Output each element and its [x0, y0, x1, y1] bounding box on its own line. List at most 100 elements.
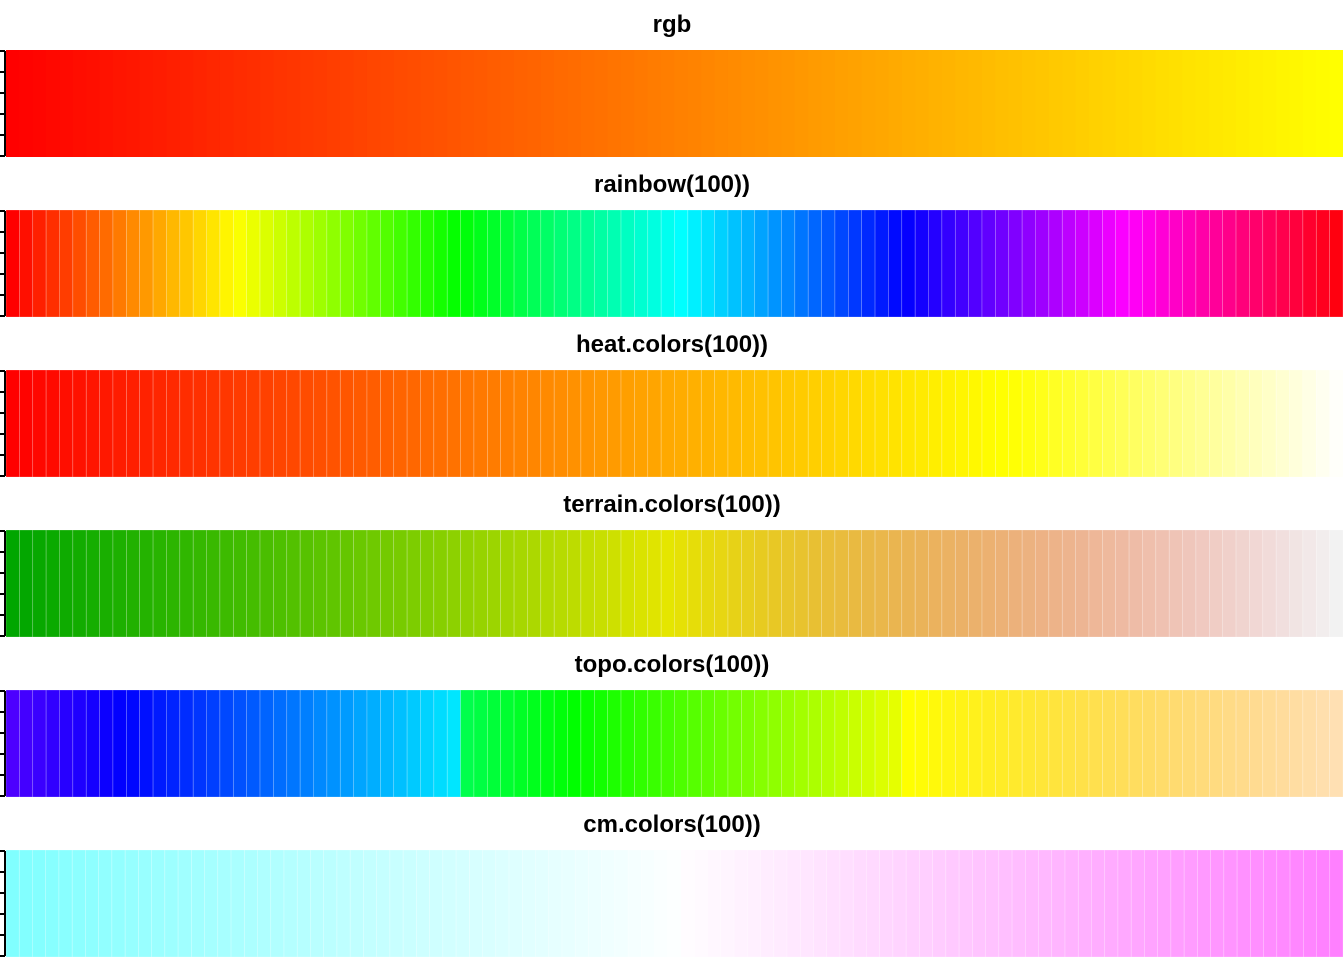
- color-cell: [888, 370, 903, 477]
- color-cell: [32, 850, 47, 957]
- color-cell: [781, 50, 796, 157]
- color-cell: [219, 690, 234, 797]
- color-cell: [19, 210, 34, 317]
- color-cell: [270, 850, 285, 957]
- color-cell: [286, 530, 301, 637]
- color-cell: [807, 690, 822, 797]
- color-cell: [807, 370, 822, 477]
- color-cell: [1250, 850, 1264, 957]
- color-cell: [1048, 530, 1063, 637]
- color-cell: [192, 210, 207, 317]
- color-cell: [6, 210, 20, 317]
- color-cell: [217, 850, 232, 957]
- color-cell: [179, 50, 194, 157]
- color-cell: [892, 850, 907, 957]
- color-cell: [126, 210, 141, 317]
- color-cell: [968, 530, 983, 637]
- color-cell: [393, 530, 408, 637]
- color-cell: [514, 50, 529, 157]
- color-cell: [99, 690, 114, 797]
- color-cell: [487, 210, 501, 317]
- color-cell: [1168, 690, 1183, 797]
- color-cell: [874, 370, 889, 477]
- color-cell: [914, 210, 929, 317]
- color-cell: [634, 50, 649, 157]
- color-cell: [1048, 370, 1063, 477]
- color-cell: [621, 50, 635, 157]
- color-cell: [32, 50, 47, 157]
- color-cell: [500, 370, 515, 477]
- color-cell: [112, 210, 127, 317]
- color-cell: [349, 850, 364, 957]
- color-cell: [1008, 50, 1023, 157]
- color-cell: [707, 850, 722, 957]
- color-cell: [366, 530, 381, 637]
- color-strip: [6, 210, 1343, 317]
- color-cell: [714, 370, 729, 477]
- color-cell: [433, 530, 448, 637]
- color-cell: [1021, 210, 1036, 317]
- color-cell: [954, 210, 969, 317]
- panel-rainbow: rainbow(100)): [0, 160, 1344, 320]
- color-cell: [326, 50, 341, 157]
- color-cell: [928, 530, 943, 637]
- color-cell: [879, 850, 894, 957]
- color-cell: [781, 530, 796, 637]
- color-cell: [1209, 530, 1223, 637]
- color-cell: [527, 690, 542, 797]
- color-cell: [353, 690, 368, 797]
- color-cell: [875, 50, 890, 157]
- color-cell: [166, 50, 181, 157]
- color-cell: [126, 370, 141, 477]
- color-cell: [243, 850, 258, 957]
- panel-title: rgb: [652, 11, 692, 38]
- color-cell: [460, 370, 475, 477]
- color-cell: [553, 530, 568, 637]
- color-cell: [366, 690, 381, 797]
- color-cell: [1329, 50, 1343, 157]
- color-cell: [1008, 370, 1023, 477]
- color-cell: [1075, 690, 1090, 797]
- color-cell: [580, 210, 595, 317]
- color-cell: [353, 370, 368, 477]
- color-cell: [232, 370, 247, 477]
- color-cell: [968, 690, 983, 797]
- color-cell: [72, 530, 87, 637]
- color-cell: [152, 370, 167, 477]
- color-cell: [219, 370, 234, 477]
- color-cell: [1035, 690, 1050, 797]
- color-cell: [460, 690, 475, 797]
- color-cell: [661, 50, 676, 157]
- color-cell: [139, 210, 154, 317]
- color-cell: [1197, 850, 1211, 957]
- color-cell: [714, 210, 729, 317]
- color-cell: [1222, 370, 1237, 477]
- color-cell: [99, 530, 114, 637]
- color-cell: [807, 210, 822, 317]
- color-cell: [1155, 690, 1170, 797]
- color-cell: [1249, 690, 1264, 797]
- color-cell: [1236, 50, 1251, 157]
- color-cell: [85, 210, 100, 317]
- panel-terrain: terrain.colors(100)): [0, 480, 1344, 640]
- color-cell: [760, 850, 775, 957]
- color-cell: [1222, 690, 1237, 797]
- color-cell: [1102, 690, 1117, 797]
- color-cell: [46, 50, 61, 157]
- color-cell: [567, 210, 582, 317]
- color-cell: [580, 50, 595, 157]
- color-cell: [19, 690, 34, 797]
- color-cell: [1223, 850, 1238, 957]
- color-cell: [206, 370, 221, 477]
- color-cell: [1235, 370, 1250, 477]
- color-cell: [1249, 530, 1264, 637]
- color-cell: [32, 530, 47, 637]
- color-cell: [781, 370, 796, 477]
- color-cell: [1315, 370, 1330, 477]
- color-cell: [1142, 50, 1157, 157]
- color-cell: [59, 50, 74, 157]
- color-cell: [553, 370, 568, 477]
- color-cell: [219, 530, 234, 637]
- color-cell: [380, 210, 395, 317]
- color-cell: [273, 50, 288, 157]
